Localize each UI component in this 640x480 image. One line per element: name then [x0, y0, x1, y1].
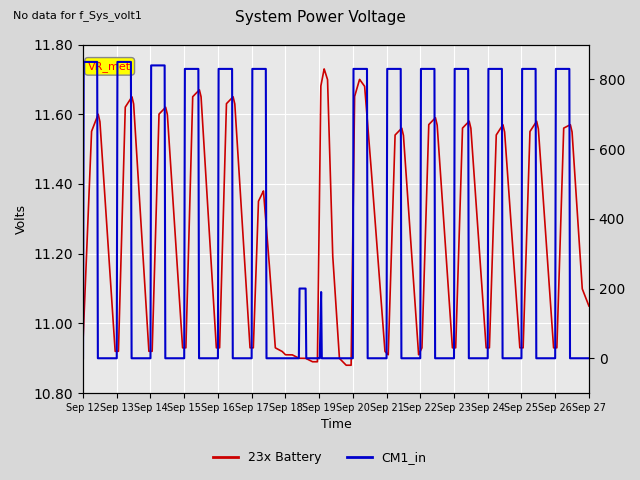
- Legend: 23x Battery, CM1_in: 23x Battery, CM1_in: [208, 446, 432, 469]
- Text: VR_met: VR_met: [88, 61, 131, 72]
- Text: No data for f_Sys_volt1: No data for f_Sys_volt1: [13, 10, 141, 21]
- Y-axis label: Volts: Volts: [15, 204, 28, 234]
- X-axis label: Time: Time: [321, 419, 351, 432]
- Text: System Power Voltage: System Power Voltage: [235, 10, 405, 24]
